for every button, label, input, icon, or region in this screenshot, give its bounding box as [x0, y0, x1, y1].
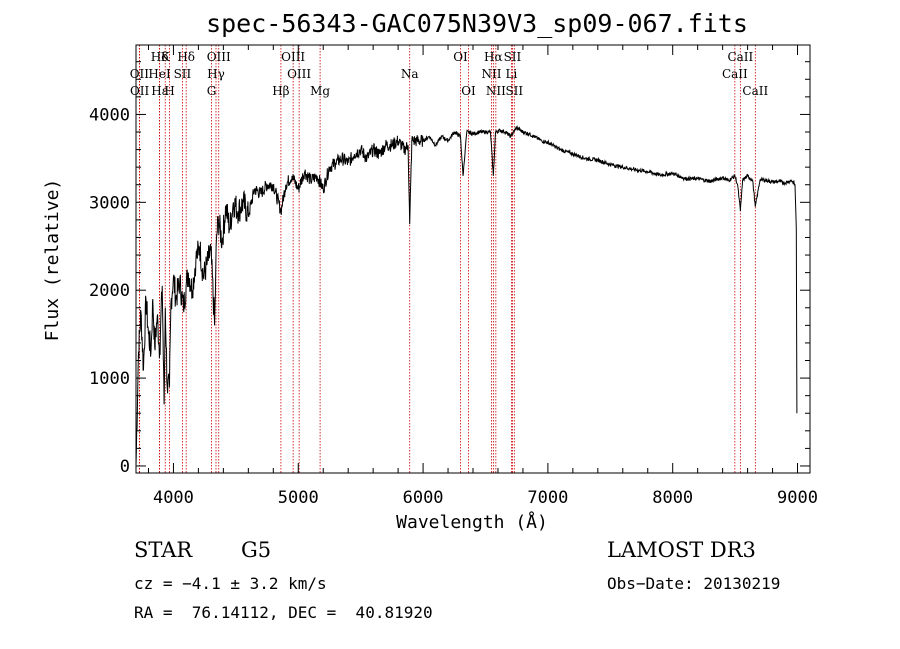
x-tick-label: 4000: [153, 488, 194, 508]
plot-frame: [135, 44, 811, 474]
spectral-line-label: Hα: [484, 50, 503, 64]
x-tick-label: 8000: [652, 488, 693, 508]
spectral-line-label: H: [164, 84, 174, 98]
chart-title: spec-56343-GAC075N39V3_sp09-067.fits: [206, 9, 748, 38]
spectrum-series-line: [135, 125, 798, 467]
survey-name: LAMOST DR3: [607, 538, 756, 562]
coordinates: RA = 76.14112, DEC = 40.81920: [134, 603, 433, 622]
spectral-line-label: OII: [130, 84, 150, 98]
redshift-velocity: cz = −4.1 ± 3.2 km/s: [134, 574, 327, 593]
spectral-line-label: Hδ: [151, 50, 169, 64]
spectral-line-label: CaII: [742, 84, 768, 98]
spectral-line-label: CaII: [722, 67, 748, 81]
x-tick-label: 9000: [777, 488, 818, 508]
spectral-line-label: OIII: [207, 50, 231, 64]
spectral-line-label: OI: [461, 84, 476, 98]
spectral-line-label: Hδ: [177, 50, 195, 64]
x-tick-label: 5000: [278, 488, 319, 508]
spectral-line-label: Li: [506, 67, 518, 81]
spectral-line-label: OI: [453, 50, 468, 64]
x-axis-ticks: 4000 5000 6000 7000 8000 9000: [147, 45, 818, 508]
spectral-line-label: Mg: [310, 84, 330, 98]
spectral-line-label: HeI: [148, 67, 171, 81]
spectral-line-label: Hε: [151, 84, 168, 98]
spectral-line-markers: [138, 45, 756, 473]
y-tick-label: 1000: [89, 369, 130, 389]
spectral-line-label: SII: [174, 67, 192, 81]
spectral-line-label: Hβ: [272, 84, 289, 98]
spectral-line-label: Hγ: [207, 67, 225, 81]
y-tick-label: 4000: [89, 105, 130, 125]
spectral-line-label: SII: [504, 50, 522, 64]
spectral-line-label: K: [161, 50, 171, 64]
y-axis-label: Flux (relative): [42, 179, 63, 342]
spectral-line-label: OIII: [287, 67, 311, 81]
y-axis-ticks: 0 1000 2000 3000 4000: [89, 61, 810, 477]
spectral-line-label: NII: [481, 67, 501, 81]
observation-date: Obs−Date: 20130219: [607, 574, 781, 593]
object-class: STAR: [134, 538, 193, 562]
y-tick-label: 2000: [89, 281, 130, 301]
spectral-line-label: SII: [505, 84, 523, 98]
spectral-line-label: CaII: [727, 50, 753, 64]
x-tick-label: 7000: [527, 488, 568, 508]
spectral-line-label: OII: [130, 67, 150, 81]
spectral-line-label: OIII: [281, 50, 305, 64]
spectral-line-label: NII: [486, 84, 506, 98]
x-axis-label: Wavelength (Å): [396, 511, 548, 533]
x-tick-label: 6000: [403, 488, 444, 508]
spectral-line-label: Na: [401, 67, 419, 81]
spectral-line-label: G: [207, 84, 217, 98]
y-tick-label: 0: [120, 457, 130, 477]
y-tick-label: 3000: [89, 193, 130, 213]
object-subclass: G5: [241, 538, 272, 562]
